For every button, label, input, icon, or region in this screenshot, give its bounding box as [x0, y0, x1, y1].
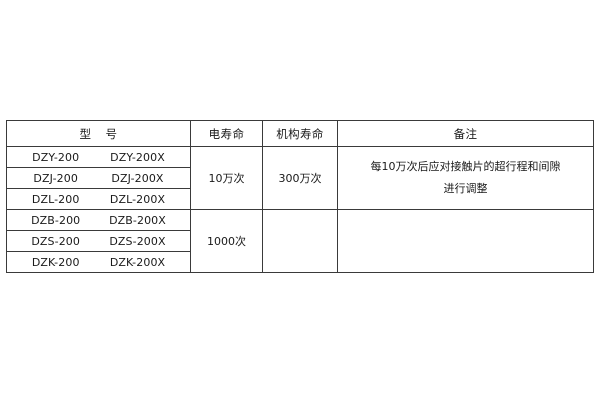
model-code-variant: DZY-200X [110, 150, 165, 164]
spec-table-container: 型号 电寿命 机构寿命 备注 DZY-200 DZY-200X 10万次 300万… [6, 120, 594, 273]
specification-table: 型号 电寿命 机构寿命 备注 DZY-200 DZY-200X 10万次 300万… [6, 120, 594, 273]
remark-line-2: 进行调整 [443, 182, 488, 195]
model-code-variant: DZB-200X [109, 213, 166, 227]
model-pair: DZJ-200 DZJ-200X [33, 172, 163, 185]
column-header-model-char-1: 型 [79, 126, 92, 141]
column-header-mechanical-life: 机构寿命 [262, 120, 338, 147]
column-header-model-char-2: 号 [105, 126, 118, 141]
mechanical-life-cell: 300万次 [262, 146, 338, 210]
remark-cell: 每10万次后应对接触片的超行程和间隙 进行调整 [337, 146, 594, 210]
model-code-base: DZL-200 [31, 192, 80, 206]
model-code-variant: DZK-200X [109, 255, 166, 269]
model-code-base: DZB-200 [31, 213, 81, 227]
model-pair: DZK-200 DZK-200X [32, 256, 165, 269]
electrical-life-cell: 10万次 [190, 146, 263, 210]
model-code-base: DZK-200 [31, 255, 80, 269]
mechanical-life-cell-empty [262, 209, 338, 273]
table-row: DZJ-200 DZJ-200X [6, 167, 594, 189]
model-cell: DZS-200 DZS-200X [6, 230, 191, 252]
table-row: DZK-200 DZK-200X [6, 251, 594, 273]
table-row: DZS-200 DZS-200X [6, 230, 594, 252]
model-pair: DZS-200 DZS-200X [31, 235, 165, 248]
remark-line-1: 每10万次后应对接触片的超行程和间隙 [370, 160, 561, 173]
table-row: DZY-200 DZY-200X 10万次 300万次 每10万次后应对接触片的超… [6, 146, 594, 210]
model-cell: DZY-200 DZY-200X [6, 146, 191, 168]
model-cell: DZJ-200 DZJ-200X [6, 167, 191, 189]
remark-cell-empty [337, 209, 594, 273]
table-row: DZL-200 DZL-200X [6, 188, 594, 210]
model-pair: DZB-200 DZB-200X [31, 214, 166, 227]
model-code-variant: DZS-200X [109, 234, 166, 248]
model-code-base: DZY-200 [32, 150, 80, 164]
model-cell: DZB-200 DZB-200X [6, 209, 191, 231]
model-code-variant: DZJ-200X [111, 171, 164, 185]
column-header-electrical-life: 电寿命 [190, 120, 263, 147]
model-code-variant: DZL-200X [109, 192, 166, 206]
column-header-remark: 备注 [337, 120, 594, 147]
table-header-row: 型号 电寿命 机构寿命 备注 [6, 120, 594, 147]
table-row: DZB-200 DZB-200X 1000次 [6, 209, 594, 273]
model-cell: DZL-200 DZL-200X [6, 188, 191, 210]
model-code-base: DZS-200 [31, 234, 80, 248]
model-code-base: DZJ-200 [33, 171, 78, 185]
electrical-life-cell: 1000次 [190, 209, 263, 273]
model-cell: DZK-200 DZK-200X [6, 251, 191, 273]
column-header-model: 型号 [6, 120, 191, 147]
column-header-model-label: 型号 [80, 126, 118, 142]
model-pair: DZL-200 DZL-200X [32, 193, 165, 206]
model-pair: DZY-200 DZY-200X [32, 151, 165, 164]
